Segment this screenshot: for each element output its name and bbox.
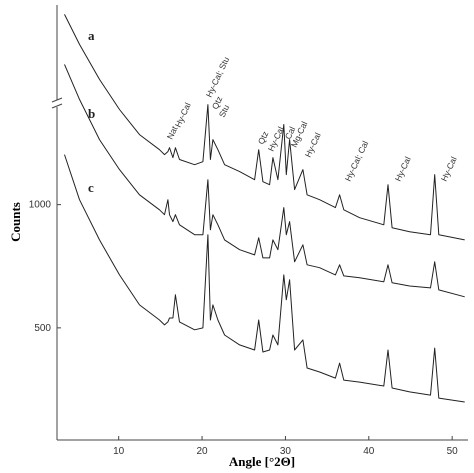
x-tick-label: 30 [280, 446, 292, 457]
series-line [64, 154, 465, 403]
axis-break [51, 103, 63, 109]
y-tick-label: 500 [34, 323, 51, 334]
x-tick-label: 20 [196, 446, 208, 457]
axis-break [51, 97, 63, 103]
x-axis-label: Angle [°2Θ] [229, 454, 295, 469]
axis-break-gap [52, 100, 62, 107]
series-label: a [88, 28, 95, 43]
series-label: b [88, 106, 95, 121]
peak-annotation: Cal [283, 125, 298, 141]
peak-annotation: Hy-Cal; Stu [204, 55, 232, 99]
peak-annotation: Hy-Cal [393, 155, 413, 183]
peak-annotation: Hy-Cal [303, 131, 323, 159]
series-line [64, 14, 465, 241]
peak-annotation: Hy-Cal; Cal [343, 139, 370, 183]
series-line [64, 64, 465, 298]
y-axis-label: Counts [8, 202, 23, 242]
peak-annotation: Stu [217, 103, 232, 119]
x-tick-label: 40 [363, 446, 375, 457]
x-tick-label: 50 [447, 446, 459, 457]
series-label: c [88, 180, 94, 195]
peak-annotation: Hy-Cal [439, 155, 459, 183]
y-tick-label: 1000 [29, 200, 52, 211]
x-tick-label: 10 [113, 446, 125, 457]
peak-annotation: Hy-Cal [266, 125, 286, 153]
peak-annotation: Hy-Cal [173, 101, 193, 129]
